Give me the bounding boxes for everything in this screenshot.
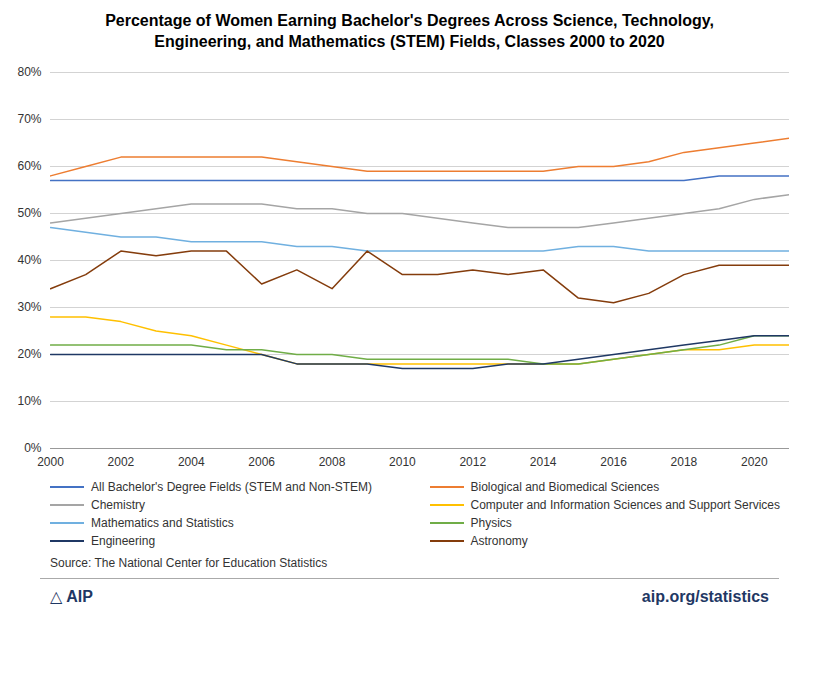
svg-text:2012: 2012 [459,455,486,469]
svg-text:2010: 2010 [389,455,416,469]
svg-text:2008: 2008 [319,455,346,469]
html-text:△ AIP: △ AIP [50,588,93,605]
svg-text:0%: 0% [24,441,42,455]
html-text:Astronomy: Astronomy [470,534,528,548]
svg-text:70%: 70% [17,112,41,126]
svg-text:2004: 2004 [178,455,205,469]
svg-text:2016: 2016 [600,455,627,469]
svg-text:60%: 60% [17,159,41,173]
html-text:Computer and Information Scien: Computer and Information Sciences and Su… [470,498,780,512]
html-text:All Bachelor's Degree Fields (: All Bachelor's Degree Fields (STEM and N… [91,480,373,494]
html-text:Chemistry: Chemistry [91,498,145,512]
svg-text:2014: 2014 [530,455,557,469]
svg-text:30%: 30% [17,300,41,314]
svg-text:2020: 2020 [741,455,768,469]
svg-text:20%: 20% [17,347,41,361]
svg-text:2002: 2002 [108,455,135,469]
html-text:Engineering: Engineering [91,534,156,548]
html-text:Percentage of Women Earning Ba: Percentage of Women Earning Bachelor's D… [105,12,714,50]
html-text:Biological and Biomedical Scie: Biological and Biomedical Sciences [470,480,660,494]
html-text:Mathematics and Statistics: Mathematics and Statistics [91,516,234,530]
svg-text:2018: 2018 [671,455,698,469]
svg-text:2006: 2006 [248,455,275,469]
svg-text:80%: 80% [17,65,41,79]
svg-text:10%: 10% [17,394,41,408]
html-text:Physics: Physics [470,516,512,530]
svg-text:50%: 50% [17,206,41,220]
html-text:aip.org/statistics: aip.org/statistics [641,587,769,605]
svg-text:2000: 2000 [37,455,64,469]
html-text:Source: The National Center fo: Source: The National Center for Educatio… [50,556,328,570]
svg-text:40%: 40% [17,253,41,267]
